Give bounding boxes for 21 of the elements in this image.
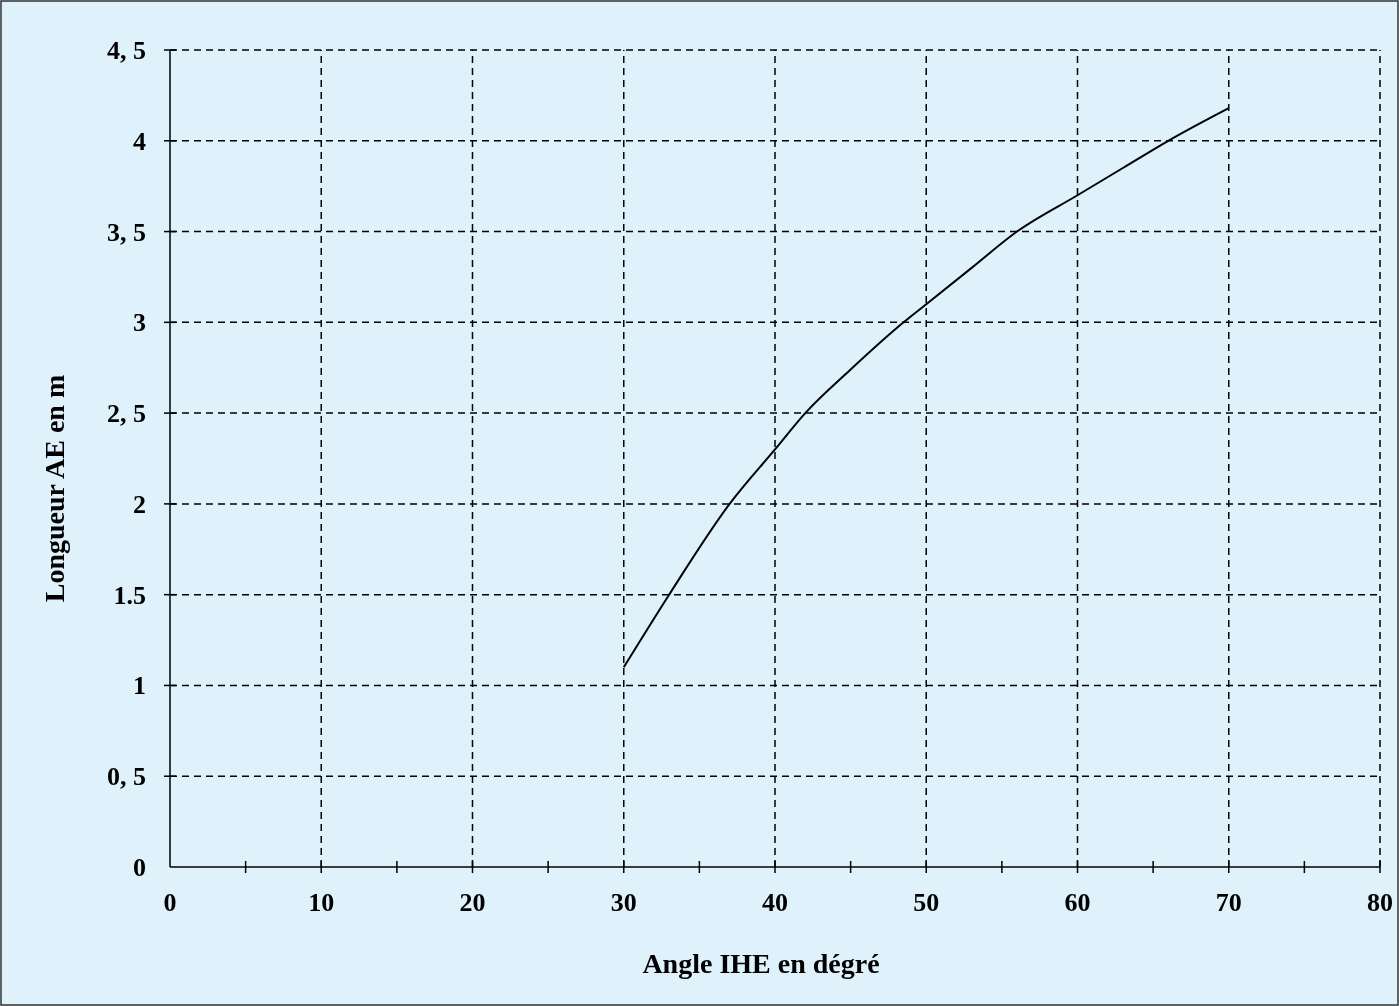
x-tick-label: 10: [308, 888, 335, 917]
x-tick-label: 0: [163, 888, 177, 917]
y-tick-label: 4, 5: [107, 36, 146, 65]
y-tick-label: 2, 5: [107, 399, 146, 429]
x-tick-label: 40: [762, 888, 788, 917]
y-tick-label: 3, 5: [107, 217, 146, 247]
y-axis-title: Longueur AE en m: [39, 374, 70, 603]
x-tick-label: 70: [1215, 888, 1242, 917]
x-tick-label: 60: [1064, 888, 1091, 917]
y-tick-label: 0: [133, 853, 146, 882]
x-tick-label: 20: [459, 888, 486, 917]
y-tick-label: 4: [133, 126, 146, 156]
y-tick-label: 2: [133, 489, 146, 519]
x-axis-title: Angle IHE en dégré: [642, 948, 880, 979]
y-tick-label: 0, 5: [107, 762, 146, 792]
y-tick-label: 3: [133, 308, 146, 338]
x-tick-label: 50: [913, 888, 940, 917]
y-tick-label: 1.5: [113, 580, 146, 610]
x-tick-label: 30: [610, 888, 637, 917]
y-tick-label: 1: [133, 671, 146, 701]
x-tick-label: 80: [1367, 888, 1393, 917]
